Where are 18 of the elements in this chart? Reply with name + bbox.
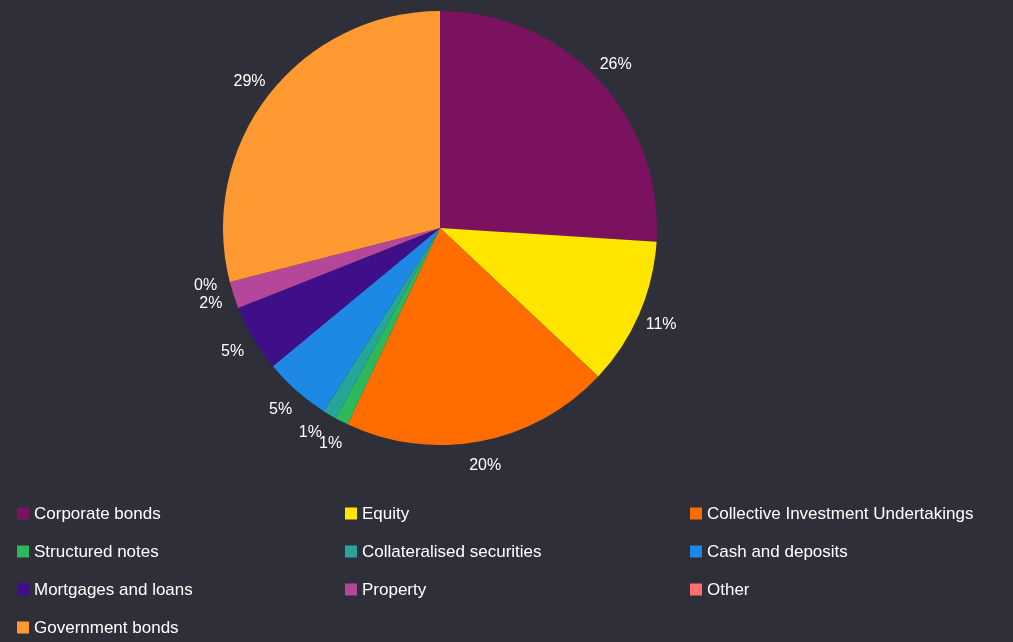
data-label: 5% — [221, 342, 245, 360]
legend-label: Collective Investment Undertakings — [707, 504, 974, 523]
legend-label: Structured notes — [34, 542, 159, 561]
legend-label: Other — [707, 580, 750, 599]
legend-label: Property — [362, 580, 427, 599]
legend-label: Corporate bonds — [34, 504, 161, 523]
legend-label: Equity — [362, 504, 410, 523]
legend-label: Cash and deposits — [707, 542, 848, 561]
data-label: 26% — [599, 54, 632, 72]
data-label: 29% — [233, 71, 266, 89]
legend-label: Collateralised securities — [362, 542, 542, 561]
data-label: 5% — [269, 400, 293, 418]
data-label: 11% — [645, 315, 677, 333]
legend-label: Government bonds — [34, 618, 179, 637]
data-label: 2% — [199, 293, 223, 311]
legend-label: Mortgages and loans — [34, 580, 193, 599]
text: 0% — [194, 275, 218, 293]
data-label: 20% — [469, 456, 502, 474]
